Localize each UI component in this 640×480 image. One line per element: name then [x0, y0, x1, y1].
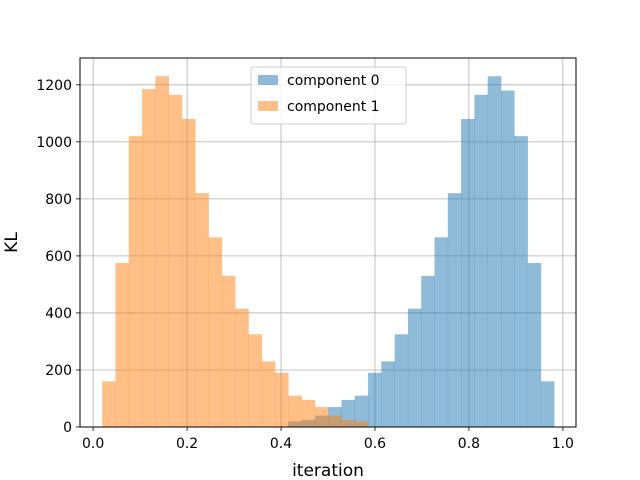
- histogram-bar-component-0: [421, 275, 435, 427]
- legend-label-component-1: component 1: [287, 99, 380, 115]
- legend: component 0 component 1: [250, 66, 407, 125]
- x-tick-label: 0.4: [270, 436, 292, 452]
- histogram-bar-component-1: [328, 415, 342, 427]
- x-tick-label: 1.0: [552, 436, 574, 452]
- histogram-bar-component-1: [115, 263, 130, 427]
- histogram-bar-component-0: [514, 136, 528, 427]
- x-tick-label: 0.2: [176, 436, 198, 452]
- legend-label-component-0: component 0: [287, 73, 380, 89]
- y-tick-label: 800: [45, 192, 72, 208]
- legend-swatch-component-0: [258, 75, 278, 85]
- histogram-bar-component-0: [487, 76, 502, 427]
- histogram-bar-component-0: [368, 372, 382, 427]
- histogram-bar-component-0: [540, 381, 555, 427]
- histogram-bar-component-1: [181, 119, 196, 428]
- histogram-bar-component-0: [447, 193, 462, 427]
- histogram-bar-component-1: [168, 94, 183, 427]
- histogram-bar-component-1: [288, 395, 302, 427]
- axis-ticks: 0.0 0.2 0.4 0.6 0.8 1.0 0 200 400 600 800 1000 1200: [36, 78, 574, 452]
- y-tick-label: 400: [45, 306, 72, 322]
- histogram-bar-component-1: [275, 372, 289, 427]
- legend-swatch-component-1: [258, 101, 278, 111]
- histogram-bar-component-1: [354, 421, 369, 427]
- x-tick-label: 0.8: [458, 436, 480, 452]
- y-tick-label: 600: [45, 249, 72, 265]
- histogram-bar-component-0: [434, 237, 449, 427]
- y-axis-label: KL: [2, 232, 22, 253]
- histogram-bar-component-0: [381, 361, 395, 427]
- histogram-bar-component-0: [527, 263, 542, 427]
- histogram-bar-component-0: [394, 334, 409, 427]
- histogram-bar-component-1: [235, 308, 249, 427]
- x-tick-label: 0.6: [364, 436, 386, 452]
- histogram-bar-component-0: [461, 119, 475, 428]
- histogram-bar-component-1: [248, 334, 263, 427]
- histogram-bar-component-0: [407, 308, 422, 427]
- histogram-bar-component-0: [354, 395, 369, 427]
- x-axis-label: iteration: [292, 461, 364, 480]
- histogram-bar-component-1: [221, 275, 236, 427]
- histogram-bars: [102, 76, 555, 428]
- y-tick-label: 0: [63, 420, 72, 436]
- histogram-bar-component-1: [314, 407, 329, 427]
- histogram-bar-component-1: [301, 399, 316, 427]
- histogram-bar-component-1: [261, 361, 276, 427]
- histogram-bar-component-1: [102, 381, 116, 427]
- histogram-bar-component-1: [195, 193, 209, 427]
- y-tick-label: 1000: [36, 135, 72, 151]
- legend-box: [250, 66, 407, 125]
- histogram-bar-component-1: [128, 136, 143, 427]
- histogram-bar-component-0: [500, 90, 515, 428]
- x-tick-label: 0.0: [82, 436, 104, 452]
- y-tick-label: 1200: [36, 78, 72, 94]
- histogram-bar-component-1: [208, 237, 223, 427]
- y-tick-label: 200: [45, 363, 72, 379]
- plot-frame: [79, 57, 577, 428]
- histogram-bar-component-1: [142, 89, 156, 427]
- histogram-bar-component-0: [474, 94, 488, 427]
- histogram-bar-component-1: [155, 76, 169, 427]
- histogram-bar-component-1: [341, 419, 356, 427]
